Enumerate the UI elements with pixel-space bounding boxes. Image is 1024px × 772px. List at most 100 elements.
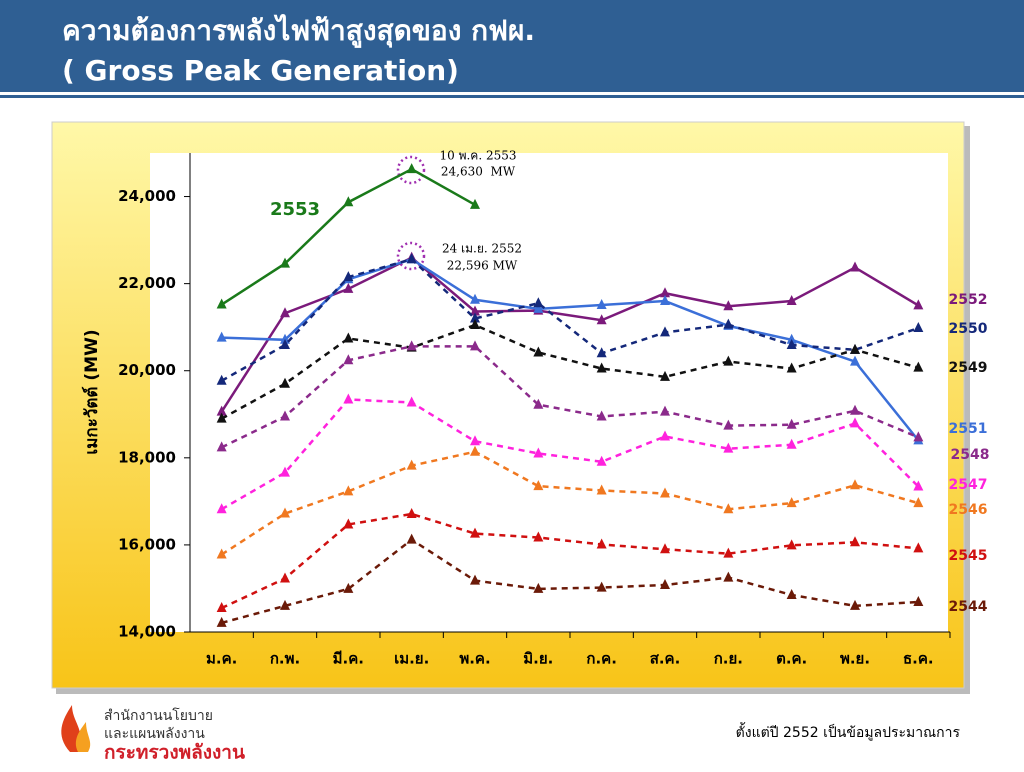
- marker: [343, 354, 354, 365]
- y-tick-label: 18,000: [118, 448, 176, 466]
- marker: [216, 503, 227, 514]
- marker: [913, 497, 924, 508]
- marker: [216, 548, 227, 559]
- marker: [913, 322, 924, 333]
- y-tick-label: 14,000: [118, 623, 176, 641]
- x-tick-label: พ.ย.: [840, 650, 870, 668]
- title: ( Gross Peak Generation): [62, 54, 459, 87]
- marker: [596, 410, 607, 421]
- annotation: 24,630 MW: [441, 165, 516, 179]
- marker: [850, 417, 860, 428]
- marker: [660, 405, 670, 416]
- marker: [660, 430, 670, 441]
- marker: [660, 295, 670, 306]
- marker: [786, 588, 797, 599]
- marker: [850, 261, 860, 272]
- x-tick-label: ก.ย.: [714, 650, 743, 668]
- marker: [723, 355, 734, 366]
- marker: [786, 497, 797, 508]
- series-label: 2549: [949, 360, 988, 376]
- marker: [596, 484, 607, 495]
- series-line: [220, 256, 919, 413]
- logo-text: และแผนพลังงาน: [104, 726, 205, 742]
- marker: [343, 332, 354, 343]
- marker: [470, 198, 480, 209]
- series-line: [220, 450, 919, 556]
- marker: [850, 536, 860, 547]
- x-tick-label: ก.พ.: [270, 650, 300, 668]
- header-line: [0, 95, 1024, 98]
- marker: [470, 527, 480, 538]
- marker: [533, 447, 544, 458]
- marker: [913, 595, 924, 606]
- y-tick-label: 20,000: [118, 361, 176, 379]
- marker: [280, 339, 290, 350]
- marker: [216, 412, 227, 423]
- marker: [596, 538, 607, 549]
- marker: [216, 331, 227, 342]
- marker: [660, 487, 670, 498]
- marker: [913, 361, 924, 372]
- marker: [406, 253, 417, 264]
- marker: [533, 582, 544, 593]
- marker: [660, 543, 670, 554]
- marker: [470, 340, 480, 351]
- marker: [280, 377, 290, 388]
- marker: [596, 455, 607, 466]
- marker: [280, 410, 290, 421]
- marker: [406, 459, 417, 470]
- series-label: 2548: [951, 447, 990, 463]
- plot-area: [150, 153, 948, 632]
- marker: [533, 531, 544, 542]
- logo-flame: [75, 722, 91, 752]
- x-tick-label: เม.ย.: [394, 650, 429, 668]
- marker: [470, 312, 480, 323]
- marker: [786, 295, 797, 306]
- x-tick-label: ม.ค.: [206, 650, 237, 668]
- marker: [470, 305, 480, 316]
- series-label: 2547: [949, 477, 988, 493]
- series-label: 2545: [949, 548, 988, 564]
- series-label: 2550: [949, 321, 988, 337]
- x-tick-label: มิ.ย.: [523, 650, 553, 668]
- x-tick-label: พ.ค.: [459, 650, 490, 668]
- marker: [596, 581, 607, 592]
- marker: [216, 374, 227, 385]
- y-tick-label: 22,000: [118, 274, 176, 292]
- marker: [343, 271, 354, 282]
- marker: [786, 362, 797, 373]
- marker: [660, 326, 670, 337]
- highlight-circle: [396, 155, 426, 185]
- marker: [596, 314, 607, 325]
- series-line: [221, 323, 919, 420]
- marker: [850, 355, 860, 366]
- marker: [216, 602, 227, 613]
- marker: [216, 616, 227, 627]
- marker: [723, 503, 734, 514]
- annotation: 22,596 MW: [447, 259, 518, 273]
- series-line: [221, 512, 919, 610]
- marker: [913, 299, 924, 310]
- y-axis-label: เมกะวัตต์ (MW): [81, 329, 102, 454]
- marker: [786, 438, 797, 449]
- annotation: 10 พ.ค. 2553: [439, 149, 516, 163]
- highlight-circle: [396, 241, 426, 271]
- marker: [406, 533, 417, 544]
- marker: [786, 539, 797, 550]
- marker: [533, 302, 544, 313]
- marker: [280, 507, 290, 518]
- marker: [723, 442, 734, 453]
- marker: [850, 599, 860, 610]
- marker: [913, 542, 924, 553]
- marker: [343, 393, 354, 404]
- marker: [406, 163, 417, 174]
- marker: [533, 297, 544, 308]
- marker: [470, 435, 480, 446]
- series-line: [221, 345, 919, 449]
- marker: [596, 298, 607, 309]
- x-tick-label: ธ.ค.: [903, 650, 934, 668]
- logo-text: สำนักงานนโยบาย: [104, 707, 213, 724]
- marker: [343, 518, 354, 529]
- series-line: [221, 257, 919, 382]
